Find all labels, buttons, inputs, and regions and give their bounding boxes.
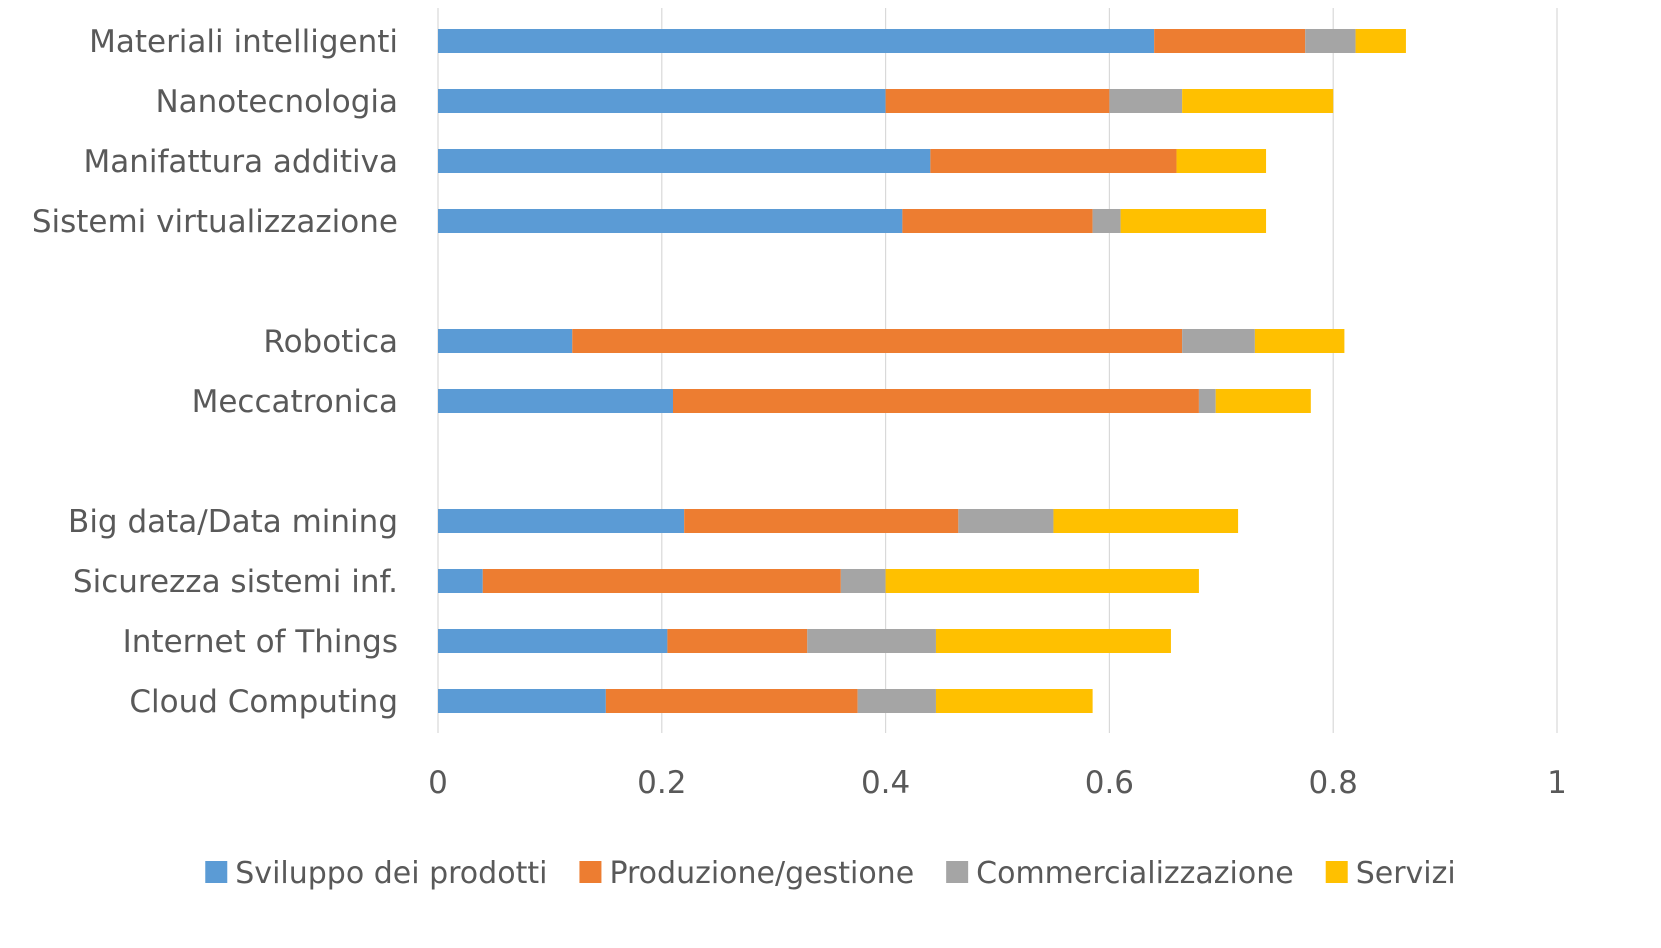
bar-segment: [438, 329, 573, 353]
category-label: Sistemi virtualizzazione: [32, 204, 398, 240]
bar-segment: [1154, 29, 1306, 53]
category-label: Sicurezza sistemi inf.: [73, 564, 398, 600]
category-label: Cloud Computing: [129, 684, 398, 720]
bar-segment: [672, 389, 1199, 413]
x-tick-label: 1: [1547, 765, 1567, 801]
bar-segment: [482, 569, 841, 593]
x-tick-label: 0.8: [1309, 765, 1358, 801]
bar-segment: [885, 569, 1199, 593]
bar-segment: [1215, 389, 1311, 413]
bar-segment: [438, 29, 1155, 53]
bar-segment: [1198, 389, 1216, 413]
category-label: Nanotecnologia: [155, 84, 398, 120]
x-tick-label: 0: [428, 765, 448, 801]
bar-segment: [684, 509, 959, 533]
legend-item: Produzione/gestione: [579, 856, 914, 891]
category-label: Internet of Things: [123, 624, 398, 660]
x-tick-label: 0.4: [861, 765, 910, 801]
bar-segment: [857, 689, 936, 713]
bar-segment: [902, 209, 1093, 233]
legend-label: Commercializzazione: [976, 856, 1294, 891]
bar-segment: [1120, 209, 1267, 233]
bar-segment: [1182, 329, 1255, 353]
legend-swatch: [205, 861, 228, 883]
bar-segment: [958, 509, 1054, 533]
legend-swatch: [579, 861, 602, 883]
legend-swatch: [1325, 861, 1348, 883]
bar-segment: [1305, 29, 1356, 53]
category-label: Meccatronica: [192, 384, 398, 420]
legend-item: Sviluppo dei prodotti: [205, 856, 547, 891]
legend-label: Servizi: [1356, 856, 1456, 891]
category-label: Big data/Data mining: [68, 504, 398, 540]
bar-segment: [1092, 209, 1121, 233]
bar-segment: [438, 509, 685, 533]
bar-segment: [438, 629, 668, 653]
legend-swatch: [946, 861, 969, 883]
bar-segment: [572, 329, 1183, 353]
bar-segment: [1355, 29, 1406, 53]
legend-item: Servizi: [1325, 856, 1456, 891]
bar-segment: [935, 689, 1093, 713]
bar-segment: [438, 89, 886, 113]
bar-segment: [438, 389, 673, 413]
legend-label: Produzione/gestione: [609, 856, 914, 891]
legend-item: Commercializzazione: [946, 856, 1294, 891]
bar-segment: [1053, 509, 1239, 533]
category-labels: Materiali intelligenti Nanotecnologia Mani…: [32, 24, 398, 720]
x-tick-labels: 0 0.2 0.4 0.6 0.8 1: [428, 765, 1567, 801]
bar-segment: [885, 89, 1110, 113]
bar-segment: [438, 149, 931, 173]
x-tick-label: 0.2: [637, 765, 686, 801]
bar-segment: [840, 569, 886, 593]
bar-segment: [605, 689, 858, 713]
legend-label: Sviluppo dei prodotti: [235, 856, 547, 891]
bar-segment: [935, 629, 1171, 653]
category-label: Manifattura additiva: [83, 144, 398, 180]
grid-lines: [437, 8, 1558, 733]
bar-segment: [807, 629, 936, 653]
category-label: Robotica: [263, 324, 398, 360]
bar-segment: [1109, 89, 1183, 113]
bar-segment: [438, 209, 903, 233]
bar-segment: [438, 569, 483, 593]
bar-segment: [1182, 89, 1334, 113]
bars: [438, 29, 1406, 713]
bar-segment: [1254, 329, 1345, 353]
x-tick-label: 0.6: [1085, 765, 1134, 801]
bar-segment: [438, 689, 606, 713]
bar-segment: [930, 149, 1177, 173]
legend: Sviluppo dei prodotti Produzione/gestione…: [205, 856, 1456, 891]
bar-segment: [667, 629, 808, 653]
bar-segment: [1176, 149, 1267, 173]
category-label: Materiali intelligenti: [89, 24, 398, 60]
